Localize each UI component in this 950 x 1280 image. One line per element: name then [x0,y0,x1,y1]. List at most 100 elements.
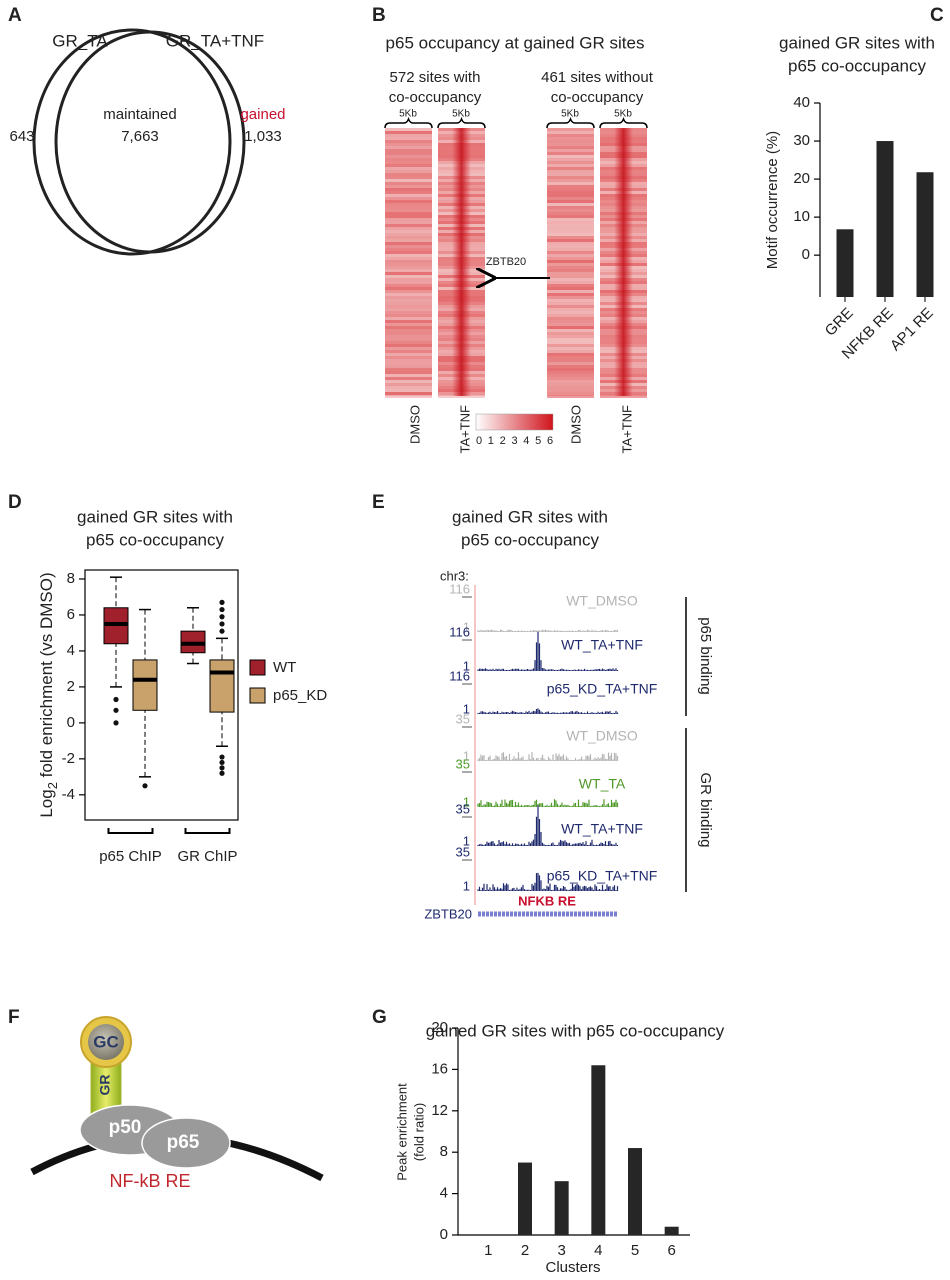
heatmap-row [385,134,432,137]
heatmap-row [547,296,594,299]
locus: chr3: [440,568,469,583]
heatmap-row [547,338,594,341]
heatmap-row [385,158,432,161]
heatmap-row [547,302,594,305]
heatmap-row [547,164,594,167]
heatmap-row [547,389,594,392]
heatmap-row [385,359,432,362]
heatmap-row [547,287,594,290]
bar [876,141,894,297]
group-label: co-occupancy [389,89,482,106]
heatmap-row [385,356,432,359]
heatmap-row [385,218,432,221]
y-axis-label: (fold ratio) [411,1103,426,1162]
heatmap-row [547,260,594,263]
heatmap-row [547,344,594,347]
heatmap-row [385,383,432,386]
heatmap-row [385,152,432,155]
heatmap-row [547,224,594,227]
track-max: 35 [456,711,470,726]
heatmap-row [385,239,432,242]
colorbar-tick: 6 [547,435,553,447]
heatmap-row [547,170,594,173]
heatmap-row [385,170,432,173]
heatmap-row [385,221,432,224]
heatmap-row [385,335,432,338]
heatmap-row [547,317,594,320]
heatmap-row [547,233,594,236]
heatmap-row [547,230,594,233]
heatmap-row [385,380,432,383]
heatmap-row [547,206,594,209]
bar [916,172,934,297]
flier [142,783,148,789]
heatmap-row [385,344,432,347]
p65-shape [141,1117,231,1169]
heatmap-row [547,251,594,254]
x-tick-label: p65 ChIP [99,848,162,865]
heatmaps [385,128,647,398]
track-max: 35 [456,844,470,859]
heatmap-row [385,227,432,230]
heatmap-row [547,266,594,269]
x-tick-label: GR ChIP [177,848,237,865]
flier [219,765,225,771]
venn-label: gained [240,106,285,123]
track-min: 1 [463,794,470,809]
heatmap-row [385,305,432,308]
track-max: 116 [449,624,470,639]
y-tick-label: 8 [67,570,75,587]
track-signal [477,872,619,891]
colorbar-tick: 3 [511,435,517,447]
venn-count: 7,663 [121,128,159,145]
braces [384,116,648,129]
heatmap-row [547,326,594,329]
heatmap-row [547,167,594,170]
column-label: DMSO [568,405,583,444]
legend-swatch [249,687,266,704]
venn-count: 643 [9,128,34,145]
motif-label: NFKB RE [518,893,576,908]
x-tick-label: 3 [557,1242,565,1259]
flier [219,628,225,634]
arrow-label: ZBTB20 [486,256,526,268]
venn-circle [54,30,246,254]
heatmap-row [547,143,594,146]
heatmap-row [385,260,432,263]
flier [113,707,119,713]
legend-label: p65_KD [273,687,327,704]
heatmap-row [547,335,594,338]
y-tick-label: 20 [431,1019,448,1036]
heatmap-row [547,221,594,224]
box [209,659,235,713]
group-label: 572 sites with [390,69,481,86]
heatmap-row [385,212,432,215]
track-signal [477,805,619,846]
heatmap-row [385,365,432,368]
heatmap-row [385,254,432,257]
heatmap-row [547,377,594,380]
heatmap-row [547,200,594,203]
y-tick-label: 4 [440,1185,448,1202]
y-tick-label: 12 [431,1102,448,1119]
heatmap-row [385,137,432,140]
heatmap-row [385,251,432,254]
chart-title: p65 co-occupancy [788,56,926,75]
colorbar-tick: 4 [523,435,529,447]
heatmap-row [547,395,594,398]
heatmap-row [547,203,594,206]
heatmap-center [600,128,647,396]
bar [836,229,854,297]
heatmap-row [547,284,594,287]
heatmap-row [385,275,432,278]
heatmap-row [547,128,594,131]
heatmap-row [547,140,594,143]
heatmap-row [385,350,432,353]
heatmap-row [385,266,432,269]
track-name: WT_DMSO [566,593,638,609]
heatmap-row [600,395,647,398]
heatmap-row [547,269,594,272]
chart-title: gained GR sites with p65 co-occupancy [426,1021,725,1040]
heatmap-row [547,278,594,281]
heatmap-bg [385,128,432,396]
